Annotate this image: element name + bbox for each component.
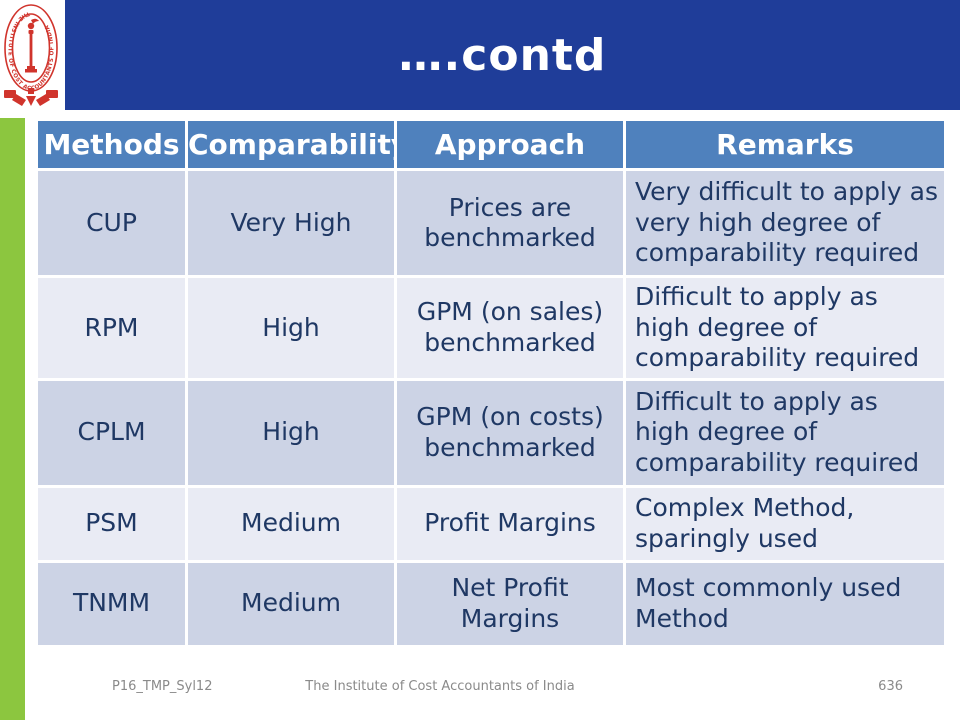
cell-approach: Profit Margins: [394, 484, 626, 563]
cell-remarks: Very difficult to apply as very high deg…: [623, 168, 947, 278]
green-accent-strip: [0, 118, 25, 720]
cell-comparability: Medium: [185, 484, 397, 563]
col-header-approach: Approach: [394, 118, 626, 171]
footer-page-number: 636: [878, 679, 903, 694]
footer-document-code: P16_TMP_Syl12: [112, 679, 213, 694]
logo-box: THE INSTITUTE OF COST ACCOUNTANTS OF IND…: [0, 0, 62, 112]
cell-method: RPM: [35, 275, 188, 381]
footer-institute-name: The Institute of Cost Accountants of Ind…: [305, 679, 575, 694]
cell-comparability: High: [185, 275, 397, 381]
cell-method: TNMM: [35, 559, 188, 648]
cell-comparability: High: [185, 377, 397, 488]
title-band: ….contd: [65, 0, 960, 110]
cell-method: CUP: [35, 168, 188, 278]
institute-logo-icon: THE INSTITUTE OF COST ACCOUNTANTS OF IND…: [4, 4, 58, 106]
cell-approach: Net Profit Margins: [394, 559, 626, 648]
methods-table: Methods Comparability Approach Remarks C…: [35, 118, 947, 648]
cell-comparability: Very High: [185, 168, 397, 278]
cell-approach: GPM (on costs) benchmarked: [394, 377, 626, 488]
table-row: PSM Medium Profit Margins Complex Method…: [35, 484, 947, 563]
table-row: TNMM Medium Net Profit Margins Most comm…: [35, 559, 947, 648]
methods-table-wrap: Methods Comparability Approach Remarks C…: [35, 118, 947, 648]
slide-footer: P16_TMP_Syl12 The Institute of Cost Acco…: [0, 679, 960, 699]
table-row: CUP Very High Prices are benchmarked Ver…: [35, 168, 947, 278]
slide-title: ….contd: [398, 29, 607, 81]
cell-remarks: Most commonly used Method: [623, 559, 947, 648]
cell-comparability: Medium: [185, 559, 397, 648]
cell-approach: GPM (on sales) benchmarked: [394, 275, 626, 381]
table-header-row: Methods Comparability Approach Remarks: [35, 118, 947, 171]
col-header-comparability: Comparability: [185, 118, 397, 171]
cell-method: CPLM: [35, 377, 188, 488]
table-row: CPLM High GPM (on costs) benchmarked Dif…: [35, 377, 947, 488]
cell-remarks: Difficult to apply as high degree of com…: [623, 377, 947, 488]
cell-method: PSM: [35, 484, 188, 563]
cell-approach: Prices are benchmarked: [394, 168, 626, 278]
table-row: RPM High GPM (on sales) benchmarked Diff…: [35, 275, 947, 381]
col-header-methods: Methods: [35, 118, 188, 171]
cell-remarks: Complex Method, sparingly used: [623, 484, 947, 563]
cell-remarks: Difficult to apply as high degree of com…: [623, 275, 947, 381]
col-header-remarks: Remarks: [623, 118, 947, 171]
